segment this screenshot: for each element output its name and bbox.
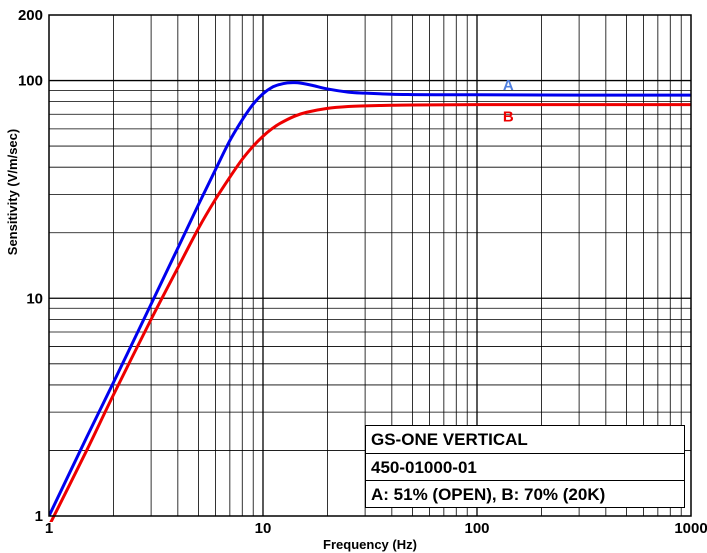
plot-frame [48, 14, 692, 517]
x-tick-label: 10 [255, 520, 272, 537]
model-info-box: GS-ONE VERTICAL 450-01000-01 A: 51% (OPE… [365, 425, 685, 508]
y-tick-label: 100 [18, 73, 43, 90]
curves [49, 81, 691, 522]
x-tick-label: 100 [464, 520, 489, 537]
y-axis-title: Sensitivity (V/m/sec) [5, 129, 20, 255]
series-label-a: A [503, 77, 514, 94]
x-axis-title: Frequency (Hz) [323, 537, 417, 552]
series-line-a [49, 81, 691, 517]
damping-legend: A: 51% (OPEN), B: 70% (20K) [366, 480, 684, 507]
tick-labels: 1 10 100 1000 1 10 100 200 [18, 7, 707, 537]
y-tick-label: 1 [35, 508, 43, 525]
y-tick-label: 200 [18, 7, 43, 24]
y-tick-label: 10 [26, 290, 43, 307]
series-labels: AB [503, 77, 514, 126]
part-number: 450-01000-01 [366, 453, 684, 480]
series-label-b: B [503, 109, 514, 126]
x-tick-label: 1 [45, 520, 53, 537]
x-tick-label: 1000 [674, 520, 707, 537]
model-name: GS-ONE VERTICAL [371, 430, 528, 449]
series-line-b [49, 103, 691, 522]
